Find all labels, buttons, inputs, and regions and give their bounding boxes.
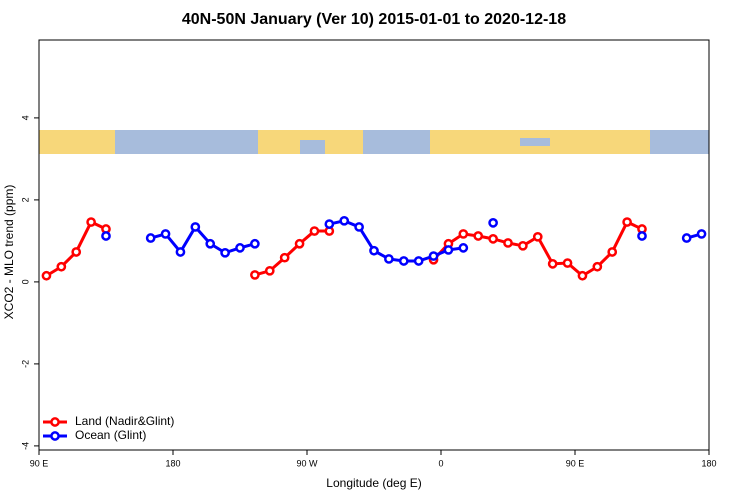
y-tick-label: 2 — [20, 197, 30, 202]
point — [696, 229, 707, 239]
point — [503, 238, 513, 248]
point — [488, 218, 498, 228]
x-tick-label: 90 E — [30, 458, 49, 468]
point — [443, 245, 454, 255]
point — [398, 256, 409, 266]
point — [458, 229, 469, 239]
point — [220, 247, 230, 258]
point — [279, 252, 290, 263]
point — [354, 222, 364, 232]
point — [309, 226, 320, 236]
point — [145, 233, 156, 243]
point — [41, 270, 52, 281]
point — [339, 215, 350, 226]
legend-label: Land (Nadir&Glint) — [75, 414, 174, 428]
y-axis-title: XCO2 - MLO trend (ppm) — [2, 185, 16, 320]
point — [235, 243, 245, 253]
chart-title: 40N-50N January (Ver 10) 2015-01-01 to 2… — [182, 11, 566, 28]
x-tick-label: 90 E — [566, 458, 585, 468]
x-tick-label: 180 — [165, 458, 180, 468]
point — [518, 240, 528, 251]
point — [384, 254, 394, 264]
map-band — [39, 130, 709, 154]
point — [413, 256, 424, 266]
point — [488, 234, 498, 244]
point — [294, 238, 305, 249]
point — [250, 238, 260, 249]
point — [205, 238, 216, 249]
point — [160, 229, 171, 239]
point — [458, 243, 469, 253]
point — [101, 231, 111, 241]
point — [607, 247, 618, 257]
point — [592, 261, 603, 272]
point — [532, 231, 543, 242]
sea-patch — [520, 138, 550, 146]
y-tick-label: 4 — [20, 115, 30, 120]
x-tick-label: 180 — [701, 458, 716, 468]
legend-marker — [50, 417, 60, 427]
y-tick-label: -2 — [20, 360, 30, 368]
point — [264, 265, 275, 276]
point — [577, 270, 588, 281]
plot-frame — [38, 39, 710, 451]
legend-marker — [50, 431, 60, 441]
point — [175, 247, 186, 257]
point — [547, 259, 558, 269]
x-axis-title: Longitude (deg E) — [326, 476, 421, 490]
point — [473, 231, 484, 241]
point — [562, 258, 573, 268]
land-patch — [39, 130, 115, 154]
point — [324, 219, 335, 229]
lake-patch — [300, 140, 325, 154]
point — [428, 251, 439, 261]
x-tick-label: 0 — [438, 458, 443, 468]
x-tick-label: 90 W — [296, 458, 318, 468]
y-tick-label: -4 — [20, 442, 30, 450]
legend-label: Ocean (Glint) — [75, 428, 146, 442]
point — [190, 222, 201, 232]
point — [71, 247, 82, 257]
point — [369, 245, 379, 256]
y-tick-label: 0 — [20, 279, 30, 284]
point — [637, 231, 647, 241]
point — [250, 270, 260, 280]
point — [86, 217, 96, 227]
point — [681, 233, 692, 243]
point — [56, 261, 67, 272]
point — [622, 217, 632, 227]
